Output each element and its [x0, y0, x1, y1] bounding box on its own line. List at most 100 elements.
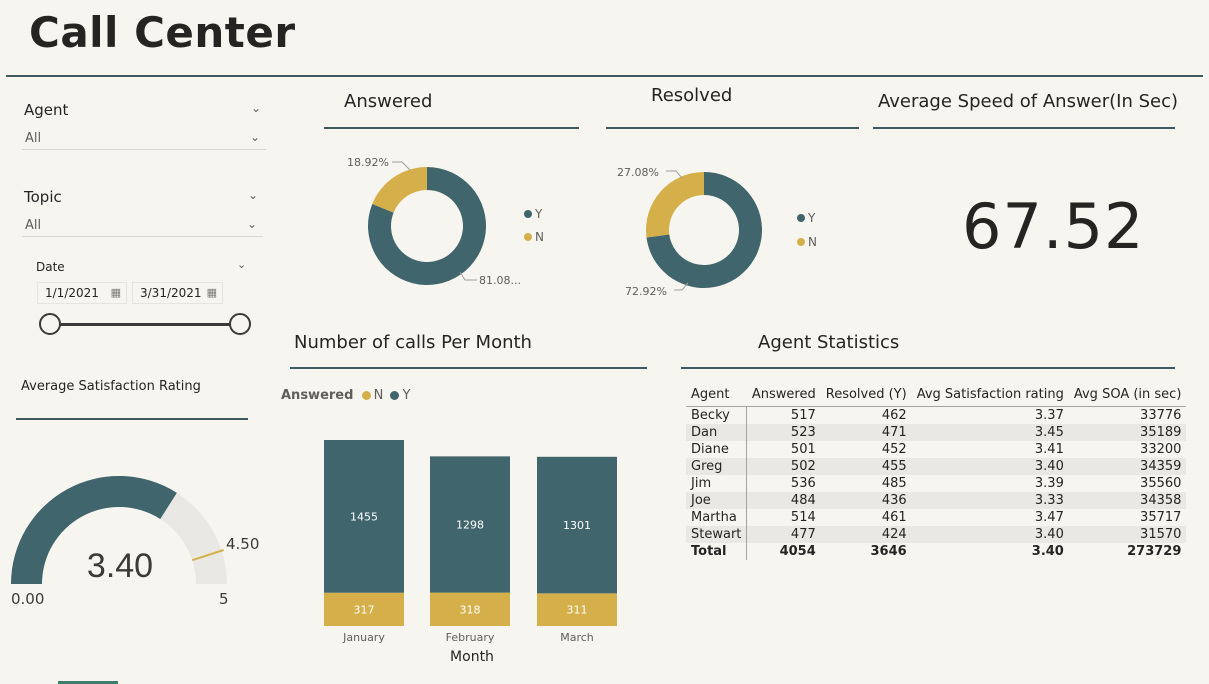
table-cell: 35189 [1068, 424, 1187, 441]
answered-title: Answered [344, 91, 433, 112]
resolved-title: Resolved [651, 85, 733, 106]
column-header[interactable]: Avg SOA (in sec) [1073, 387, 1182, 402]
date-slicer-label: Date [36, 260, 65, 274]
answered-n-label: 18.92% [347, 156, 389, 169]
table-cell: 33200 [1140, 442, 1182, 457]
legend-n-dot [524, 233, 532, 241]
resolved-y-label: 72.92% [625, 285, 667, 298]
calendar-icon[interactable]: ▦ [110, 286, 121, 299]
legend-n-dot [361, 391, 371, 400]
column-header[interactable]: Answered [751, 387, 816, 402]
bar-n[interactable] [537, 593, 617, 626]
topic-dropdown-value: All [25, 218, 42, 233]
table-cell: Jim [686, 475, 748, 492]
answered-underline [324, 127, 579, 129]
gauge-max-label: 5 [219, 590, 229, 608]
table-cell: Greg [686, 458, 748, 475]
agent-slicer-label: Agent [24, 101, 69, 119]
table-cell: 436 [820, 492, 912, 509]
table-row[interactable]: Stewart 477 424 3.40 31570 [686, 526, 1187, 543]
bar-n[interactable] [430, 592, 510, 626]
x-tick-label: March [560, 631, 594, 644]
donut-slice-n[interactable] [646, 172, 704, 238]
resolved-donut-chart: 27.08% 72.92% Y N [617, 166, 817, 298]
donut-slice-y[interactable] [646, 172, 762, 288]
table-cell: 501 [790, 442, 816, 457]
calendar-icon[interactable]: ▦ [206, 286, 217, 299]
table-cell: 34359 [1068, 458, 1187, 475]
legend-y-dot [390, 391, 400, 400]
table-cell: 485 [881, 476, 907, 491]
gauge-value: 3.40 [87, 547, 153, 585]
table-cell: 461 [881, 510, 907, 525]
agent-stats-underline [681, 367, 1175, 369]
topic-slicer-label: Topic [24, 188, 62, 206]
table-cell: Stewart [686, 526, 748, 543]
table-row[interactable]: Joe 484 436 3.33 34358 [686, 492, 1187, 509]
bar-y[interactable] [324, 440, 404, 593]
bar-data-label: 311 [567, 604, 588, 617]
resolved-y-leader [674, 282, 689, 291]
bar-n[interactable] [324, 592, 404, 626]
date-slider-end-handle[interactable] [229, 313, 251, 335]
gauge-target-marker [191, 549, 224, 562]
asa-underline [873, 127, 1175, 129]
table-cell: 452 [881, 442, 907, 457]
table-cell: 3.41 [1034, 442, 1064, 457]
table-cell: 3.33 [911, 492, 1069, 509]
resolved-n-label: 27.08% [617, 166, 659, 179]
column-header[interactable]: Agent [691, 387, 730, 402]
answered-legend-n: N [535, 230, 544, 244]
donut-slice-y[interactable] [368, 167, 486, 285]
gauge-fill [11, 476, 177, 584]
table-cell: 484 [746, 492, 821, 509]
answered-legend-y: Y [534, 207, 543, 221]
table-row[interactable]: Becky 517 462 3.37 33776 [686, 406, 1186, 424]
monthly-legend-y: Y [402, 388, 411, 403]
x-tick-label: January [342, 631, 385, 644]
agent-stats-table: Agent Answered Resolved (Y) Avg Satisfac… [686, 387, 1187, 560]
gauge-target-label: 4.50 [226, 535, 259, 553]
donut-slice-n[interactable] [372, 167, 427, 213]
table-cell: 471 [820, 424, 912, 441]
table-row[interactable]: Martha 514 461 3.47 35717 [686, 509, 1186, 526]
table-cell: 424 [820, 526, 912, 543]
date-slider-start-handle[interactable] [39, 313, 61, 335]
date-start-input[interactable]: 1/1/2021 ▦ [37, 282, 127, 304]
table-cell: 31570 [1068, 526, 1187, 543]
answered-n-leader [392, 161, 411, 171]
agent-slicer-collapse-icon[interactable]: ⌄ [251, 101, 262, 115]
date-slider-track[interactable] [50, 323, 240, 326]
answered-y-label: 81.08... [479, 274, 521, 287]
bar-y[interactable] [537, 456, 617, 594]
satisfaction-title: Average Satisfaction Rating [21, 379, 201, 394]
bar-data-label: 317 [354, 603, 375, 616]
legend-y-dot [524, 210, 532, 218]
table-total-row: Total 4054 3646 3.40 273729 [686, 543, 1186, 560]
table-cell: 35560 [1140, 476, 1182, 491]
date-end-input[interactable]: 3/31/2021 ▦ [132, 282, 223, 304]
table-row[interactable]: Jim 536 485 3.39 35560 [686, 475, 1186, 492]
resolved-legend-n: N [808, 235, 817, 249]
bar-data-label: 318 [460, 603, 481, 616]
monthly-legend: Answered N Y [281, 388, 410, 403]
table-cell: 455 [820, 458, 912, 475]
table-row[interactable]: Diane 501 452 3.41 33200 [686, 441, 1186, 458]
topic-slicer-collapse-icon[interactable]: ⌄ [248, 188, 259, 202]
answered-donut [368, 167, 486, 285]
chevron-down-icon: ⌄ [246, 217, 257, 231]
table-row[interactable]: Greg 502 455 3.40 34359 [686, 458, 1187, 475]
column-header[interactable]: Resolved (Y) [825, 387, 907, 402]
date-start-value: 1/1/2021 [45, 286, 99, 300]
column-header[interactable]: Avg Satisfaction rating [916, 387, 1064, 402]
bar-y[interactable] [430, 456, 510, 593]
table-row[interactable]: Dan 523 471 3.45 35189 [686, 424, 1187, 441]
gauge-min-label: 0.00 [11, 590, 44, 608]
monthly-legend-n: N [373, 388, 384, 403]
date-slicer-collapse-icon[interactable]: ⌄ [237, 258, 247, 271]
topic-dropdown[interactable]: All ⌄ [22, 215, 263, 237]
table-cell: Joe [686, 492, 748, 509]
agent-dropdown[interactable]: All ⌄ [22, 128, 266, 150]
date-end-value: 3/31/2021 [140, 286, 202, 300]
table-cell: 3.47 [1034, 510, 1064, 525]
